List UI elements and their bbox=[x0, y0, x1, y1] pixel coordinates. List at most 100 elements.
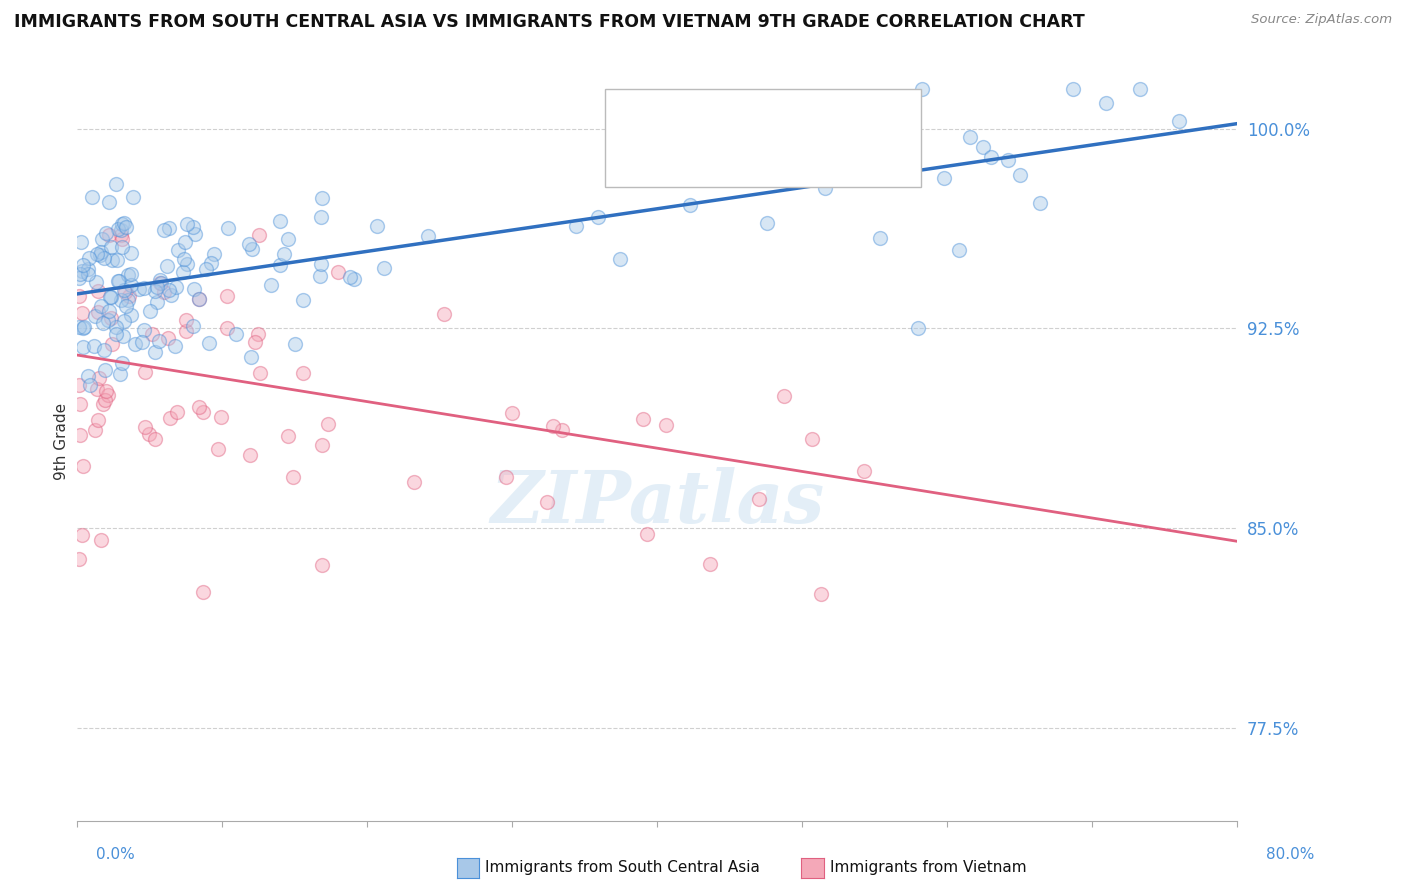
Point bbox=[247, 228, 270, 243]
Point bbox=[609, 252, 631, 266]
Point bbox=[343, 272, 366, 286]
Text: R = 0.479   N = 140: R = 0.479 N = 140 bbox=[657, 104, 824, 122]
Point bbox=[84, 423, 107, 437]
Point bbox=[165, 339, 187, 353]
Text: R = -0.173  N = 75: R = -0.173 N = 75 bbox=[657, 140, 814, 158]
Point bbox=[83, 339, 105, 353]
Point bbox=[1008, 169, 1031, 183]
Point bbox=[97, 313, 120, 327]
Point bbox=[67, 377, 90, 392]
Point bbox=[120, 267, 142, 281]
Point bbox=[79, 378, 101, 392]
Point bbox=[911, 82, 934, 96]
Point bbox=[111, 240, 134, 254]
Point bbox=[80, 190, 103, 204]
Point bbox=[112, 216, 135, 230]
Point bbox=[101, 336, 124, 351]
Point bbox=[152, 223, 174, 237]
Point bbox=[91, 317, 114, 331]
Point bbox=[104, 320, 127, 334]
Point bbox=[217, 288, 239, 302]
Point bbox=[800, 432, 823, 446]
Point bbox=[877, 134, 900, 148]
Point bbox=[86, 382, 108, 396]
Point bbox=[143, 433, 166, 447]
Point bbox=[1028, 196, 1050, 211]
Point bbox=[292, 366, 315, 380]
Point bbox=[110, 228, 132, 243]
Point bbox=[852, 464, 875, 478]
Point bbox=[948, 243, 970, 257]
Point bbox=[114, 219, 136, 234]
Point bbox=[97, 194, 120, 209]
Point bbox=[134, 365, 156, 379]
Point bbox=[814, 180, 837, 194]
Point bbox=[70, 305, 93, 319]
Point bbox=[699, 557, 721, 571]
Point bbox=[418, 229, 440, 244]
Point bbox=[997, 153, 1019, 167]
Point bbox=[98, 290, 121, 304]
Point bbox=[1094, 96, 1116, 111]
Point bbox=[67, 552, 90, 566]
Point bbox=[174, 313, 197, 327]
Point bbox=[70, 235, 93, 249]
Point bbox=[72, 340, 94, 354]
Point bbox=[117, 268, 139, 282]
Point bbox=[309, 268, 332, 283]
Point bbox=[73, 319, 96, 334]
Point bbox=[101, 253, 124, 268]
Point bbox=[176, 324, 198, 338]
Point bbox=[284, 337, 307, 351]
Point bbox=[165, 279, 187, 293]
Point bbox=[187, 292, 209, 306]
Point bbox=[184, 227, 207, 241]
Point bbox=[93, 251, 115, 265]
Point bbox=[240, 243, 263, 257]
Point bbox=[77, 267, 100, 281]
Point bbox=[907, 321, 929, 335]
Point bbox=[152, 285, 174, 299]
Point bbox=[94, 393, 117, 408]
Point bbox=[90, 533, 112, 547]
Point bbox=[156, 259, 179, 273]
Point bbox=[311, 558, 333, 572]
Point bbox=[631, 412, 654, 426]
Point bbox=[207, 442, 229, 456]
Point bbox=[94, 226, 117, 240]
Point bbox=[166, 404, 188, 418]
Point bbox=[240, 350, 263, 364]
Point bbox=[1062, 82, 1084, 96]
Point bbox=[202, 247, 225, 261]
Point bbox=[67, 289, 90, 303]
Point bbox=[132, 323, 155, 337]
Point bbox=[283, 470, 305, 484]
Point bbox=[93, 363, 115, 377]
Point bbox=[291, 293, 314, 308]
Point bbox=[723, 129, 745, 144]
Point bbox=[773, 389, 796, 403]
Point bbox=[209, 410, 232, 425]
Point bbox=[174, 235, 197, 250]
Point bbox=[98, 228, 121, 243]
Point bbox=[679, 198, 702, 212]
Point bbox=[181, 319, 204, 334]
Point bbox=[339, 269, 361, 284]
Point bbox=[311, 191, 333, 205]
Point bbox=[89, 248, 111, 262]
Point bbox=[309, 257, 332, 271]
Point bbox=[107, 274, 129, 288]
Point bbox=[156, 330, 179, 344]
Point bbox=[157, 283, 180, 297]
Point bbox=[200, 256, 222, 270]
Point bbox=[128, 282, 150, 296]
Point bbox=[100, 290, 122, 304]
Point bbox=[112, 314, 135, 328]
Point bbox=[149, 273, 172, 287]
Point bbox=[565, 219, 588, 234]
Point bbox=[748, 492, 770, 507]
Point bbox=[100, 240, 122, 254]
Point bbox=[191, 584, 214, 599]
Point bbox=[77, 252, 100, 266]
Point bbox=[72, 258, 94, 272]
